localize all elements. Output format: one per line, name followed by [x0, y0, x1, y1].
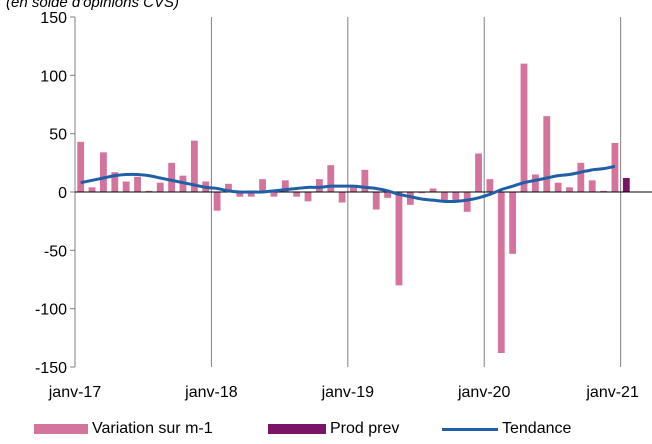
bar-variation [406, 192, 414, 205]
x-tick-label: janv-21 [585, 384, 639, 401]
bar-variation [156, 182, 164, 192]
bar-variation [486, 179, 494, 192]
bar-variation [327, 165, 335, 192]
legend-swatch-variation [34, 424, 88, 434]
bar-variation [441, 192, 448, 203]
bar-variation [497, 192, 505, 353]
bar-variation [543, 116, 551, 192]
bar-variation [418, 192, 426, 194]
bar-variation [338, 192, 346, 203]
bar-variation [259, 179, 266, 192]
y-tick-label: 50 [49, 127, 67, 144]
bar-variation [554, 182, 562, 192]
bar-variation [77, 141, 85, 192]
x-tick-label: janv-17 [48, 384, 102, 401]
bar-variation [281, 180, 289, 192]
bar-variation [566, 187, 573, 192]
bar-variation [168, 162, 176, 192]
bar-variation [600, 190, 607, 192]
x-tick-label: janv-19 [321, 384, 375, 401]
legend-label-tendance: Tendance [502, 420, 572, 437]
y-tick-label: -50 [44, 243, 67, 260]
bar-variation [100, 152, 107, 192]
bar-variation [384, 192, 392, 198]
bar-variation [213, 192, 221, 211]
bar-variation [361, 169, 369, 192]
x-tick-label: janv-18 [184, 384, 238, 401]
bar-variation [372, 192, 380, 210]
bar-variation [315, 179, 323, 192]
chart-subtitle: (en solde d'opinions CVS) [6, 0, 179, 11]
bar-variation [475, 153, 482, 192]
legend-swatch-prod-prev [268, 424, 326, 434]
bar-variation [509, 192, 517, 254]
legend-item-prod-prev: Prod prev [268, 420, 399, 438]
bar-variation [577, 162, 585, 192]
series-line-tendance [80, 164, 616, 203]
bar-variation [588, 180, 596, 192]
bar-prod-prev [622, 178, 630, 192]
y-tick-label: 150 [40, 10, 67, 27]
y-tick-label: 0 [58, 185, 67, 202]
bar-variation [145, 190, 153, 192]
chart-legend: Variation sur m-1 Prod prev Tendance [0, 420, 652, 444]
y-tick-label: -100 [35, 302, 67, 319]
chart: janv-17 janv-18 janv-19 janv-20 janv-21 -150 -… [35, 10, 652, 401]
bar-variation [225, 183, 232, 192]
legend-item-tendance: Tendance [442, 420, 571, 438]
bar-variation [111, 172, 119, 192]
bar-variation [270, 192, 278, 197]
bar-variation [293, 192, 301, 197]
legend-label-variation: Variation sur m-1 [92, 420, 213, 437]
bar-variation [520, 63, 528, 192]
bar-variation [350, 185, 357, 192]
bar-variation [190, 140, 198, 192]
legend-label-prod-prev: Prod prev [330, 420, 400, 437]
bar-variation [531, 174, 539, 192]
y-tick-label: 100 [40, 68, 67, 85]
legend-item-variation: Variation sur m-1 [34, 420, 213, 438]
bar-variation [88, 187, 96, 192]
bar-variation [247, 192, 255, 197]
bar-variation [395, 192, 403, 286]
legend-swatch-tendance [442, 427, 498, 431]
bar-variation [463, 192, 471, 212]
x-tick-label: janv-20 [457, 384, 511, 401]
bar-variation [452, 192, 460, 201]
bar-variation [429, 188, 437, 192]
y-tick-label: -150 [35, 360, 67, 377]
bar-variation [236, 192, 244, 197]
bar-variation [304, 192, 312, 202]
bar-variation [122, 181, 130, 192]
bar-variation [134, 176, 141, 192]
